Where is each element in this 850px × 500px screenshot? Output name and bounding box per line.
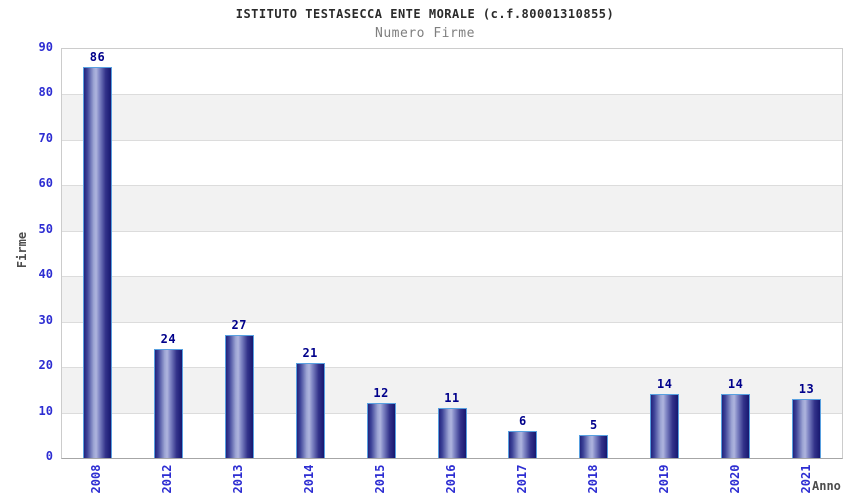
x-axis-label: Anno — [812, 479, 841, 493]
y-tick-label: 50 — [38, 221, 53, 236]
bar-value-label: 5 — [589, 418, 598, 433]
bar-2016 — [437, 408, 467, 458]
bar-value-label: 14 — [656, 377, 673, 392]
plot-band — [62, 276, 842, 322]
y-tick-label: 30 — [38, 312, 53, 327]
gridline — [62, 230, 842, 232]
gridline — [62, 139, 842, 141]
chart-title: ISTITUTO TESTASECCA ENTE MORALE (c.f.800… — [235, 7, 615, 21]
bar-value-label: 86 — [89, 50, 106, 65]
bar-value-label: 14 — [727, 377, 744, 392]
plot-band — [62, 139, 842, 186]
y-tick-label: 90 — [38, 40, 53, 54]
gridline — [62, 276, 842, 278]
bar-2012 — [153, 348, 183, 458]
gridline — [62, 367, 842, 369]
bar-2013 — [224, 335, 254, 458]
bar-value-label: 21 — [302, 345, 318, 360]
plot-band — [62, 230, 842, 277]
x-tick-label: 2019 — [656, 464, 671, 494]
y-tick-label: 70 — [38, 130, 53, 145]
x-tick-label: 2008 — [89, 464, 104, 494]
bar-value-label: 11 — [444, 391, 460, 406]
bar-2020 — [721, 394, 751, 458]
bar-value-label: 13 — [798, 381, 815, 396]
bar-value-label: 6 — [519, 413, 527, 428]
plot-band — [62, 49, 842, 95]
bar-2014 — [295, 362, 325, 458]
gridline — [62, 94, 842, 96]
y-tick-label: 80 — [38, 85, 53, 100]
x-tick-label: 2015 — [373, 464, 388, 494]
bar-2019 — [650, 394, 680, 458]
y-tick-label: 0 — [45, 449, 53, 463]
bar-2015 — [366, 403, 396, 458]
bar-value-label: 12 — [373, 386, 389, 401]
x-tick-label: 2021 — [798, 464, 813, 494]
x-tick-label: 2018 — [585, 464, 600, 494]
y-tick-label: 60 — [38, 176, 53, 191]
bar-2018 — [579, 435, 609, 458]
bar-value-label: 27 — [231, 318, 247, 333]
plot-area: 86 24 27 21 12 11 6 5 14 14 13 — [61, 48, 843, 459]
plot-band — [62, 367, 842, 413]
bar-2008 — [82, 67, 112, 458]
plot-band — [62, 321, 842, 368]
chart-subtitle: Numero Firme — [375, 26, 475, 41]
y-tick-label: 10 — [38, 403, 53, 418]
x-tick-label: 2017 — [514, 464, 529, 494]
x-tick-label: 2020 — [727, 464, 742, 494]
plot-band — [62, 94, 842, 140]
x-tick-label: 2013 — [231, 464, 246, 494]
plot-band — [62, 185, 842, 231]
y-tick-label: 20 — [38, 358, 53, 373]
x-tick-label: 2014 — [302, 464, 317, 494]
x-tick-label: 2012 — [160, 464, 175, 494]
bar-2017 — [508, 430, 538, 458]
gridline — [62, 321, 842, 323]
bar-value-label: 24 — [160, 331, 177, 346]
bar-2021 — [792, 398, 822, 458]
x-tick-label: 2016 — [444, 464, 458, 494]
gridline — [62, 185, 842, 187]
y-tick-label: 40 — [38, 267, 53, 282]
